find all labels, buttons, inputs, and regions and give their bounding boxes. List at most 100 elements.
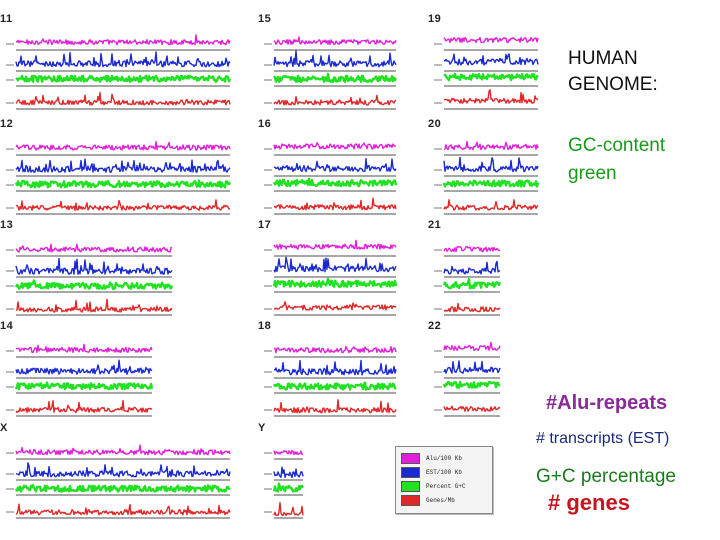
track-trace-genes xyxy=(273,301,397,311)
chromosome-plot xyxy=(434,140,540,215)
chromosome-label: 15 xyxy=(258,13,272,25)
track-trace-genes xyxy=(273,399,397,414)
track-trace-gc xyxy=(272,177,398,188)
chromosome-panel-20: 20 xyxy=(428,118,558,217)
track-trace-gc xyxy=(14,483,231,493)
legend-item-genes: Genes/Mb xyxy=(401,495,455,506)
track-trace-est xyxy=(273,256,397,273)
track-trace-genes xyxy=(15,199,231,212)
chromosome-label: X xyxy=(0,422,8,434)
track-trace-gc xyxy=(272,277,398,289)
track-trace-genes xyxy=(443,405,501,413)
chromosome-label: 20 xyxy=(428,118,442,130)
track-trace-est xyxy=(443,260,501,275)
side-label-alu: #Alu-repeats xyxy=(546,392,668,414)
track-trace-genes xyxy=(15,91,231,106)
track-trace-gc xyxy=(14,179,232,189)
track-trace-gc xyxy=(442,380,501,389)
track-trace-alu xyxy=(273,239,397,250)
chromosome-panel-14: 14 xyxy=(0,320,172,419)
legend-swatch-alu xyxy=(401,453,420,464)
track-trace-alu xyxy=(15,343,153,353)
track-trace-alu xyxy=(443,245,501,253)
track-trace-genes xyxy=(273,94,397,106)
chromosome-panel-22: 22 xyxy=(428,320,520,419)
track-trace-gc xyxy=(273,72,398,84)
chromosome-plot xyxy=(434,341,501,417)
track-trace-gc xyxy=(14,381,154,391)
side-label-est: # transcripts (EST) xyxy=(536,430,670,447)
chromosome-plot xyxy=(6,34,232,110)
track-trace-alu xyxy=(443,140,539,151)
track-trace-alu xyxy=(273,36,397,46)
track-trace-est xyxy=(273,466,304,479)
slide-title-line-2: GENOME: xyxy=(568,74,658,95)
legend-label-genes: Genes/Mb xyxy=(426,497,455,504)
track-trace-gc xyxy=(442,179,540,188)
track-trace-alu xyxy=(15,243,173,253)
track-trace-genes xyxy=(273,197,397,211)
legend-item-gc: Percent G+C xyxy=(401,481,466,492)
chromosome-panel-12: 12 xyxy=(0,118,250,217)
chromosome-label: 11 xyxy=(0,13,13,25)
legend-label-est: EST/100 Kb xyxy=(426,469,463,476)
track-trace-est xyxy=(273,158,397,173)
track-trace-alu xyxy=(273,345,397,354)
chromosome-label: 13 xyxy=(0,219,14,231)
chromosome-panel-y: Y xyxy=(258,422,323,521)
track-trace-est xyxy=(443,53,539,66)
chromosome-panel-19: 19 xyxy=(428,13,558,112)
legend: Alu/100 Kb EST/100 Kb Percent G+C Genes/… xyxy=(395,446,493,514)
legend-swatch-gc xyxy=(401,481,420,492)
chromosome-plot xyxy=(264,239,398,316)
chromosome-label: 16 xyxy=(258,118,272,130)
chromosome-plot xyxy=(6,343,154,417)
track-trace-genes xyxy=(15,399,153,414)
chromosome-plot xyxy=(6,243,174,316)
track-trace-genes xyxy=(443,199,539,211)
chromosome-plot xyxy=(6,444,231,519)
legend-swatch-est xyxy=(401,467,420,478)
track-trace-est xyxy=(15,257,173,275)
track-trace-est xyxy=(15,158,231,173)
chromosome-label: 17 xyxy=(258,219,272,231)
legend-item-alu: Alu/100 Kb xyxy=(401,453,462,464)
track-trace-gc xyxy=(442,277,502,290)
chromosome-plot xyxy=(264,449,305,519)
track-trace-genes xyxy=(15,298,173,313)
gc-note-line-1: GC-content xyxy=(568,135,666,156)
track-trace-est xyxy=(15,462,231,478)
track-trace-gc xyxy=(272,381,397,391)
chromosome-panel-16: 16 xyxy=(258,118,416,217)
chromosome-plot xyxy=(264,142,398,215)
chromosome-panel-x: X xyxy=(0,422,250,521)
chromosome-panel-17: 17 xyxy=(258,219,416,318)
track-trace-alu xyxy=(15,444,231,456)
gc-content-note: GC-content green xyxy=(568,132,718,188)
track-trace-genes xyxy=(443,302,501,313)
track-trace-gc xyxy=(15,74,232,83)
legend-swatch-genes xyxy=(401,495,420,506)
track-trace-alu xyxy=(443,36,539,44)
track-trace-genes xyxy=(443,88,539,104)
track-trace-gc xyxy=(443,72,539,82)
legend-item-est: EST/100 Kb xyxy=(401,467,462,478)
side-label-genes: # genes xyxy=(548,490,630,515)
chromosome-plot xyxy=(264,36,398,110)
track-trace-alu xyxy=(273,449,304,456)
side-label-gc: G+C percentage xyxy=(536,466,676,487)
track-trace-gc xyxy=(272,482,305,493)
chromosome-plot xyxy=(434,245,502,316)
track-trace-est xyxy=(273,50,397,68)
track-trace-alu xyxy=(15,140,231,151)
chromosome-label: 19 xyxy=(428,13,442,25)
chromosome-panel-21: 21 xyxy=(428,219,520,318)
chromosome-label: 12 xyxy=(0,118,14,130)
track-trace-genes xyxy=(273,501,304,517)
track-trace-alu xyxy=(15,34,231,46)
chromosome-panel-15: 15 xyxy=(258,13,416,112)
track-trace-est xyxy=(273,359,397,376)
track-trace-est xyxy=(15,359,153,375)
chromosome-panel-13: 13 xyxy=(0,219,192,318)
